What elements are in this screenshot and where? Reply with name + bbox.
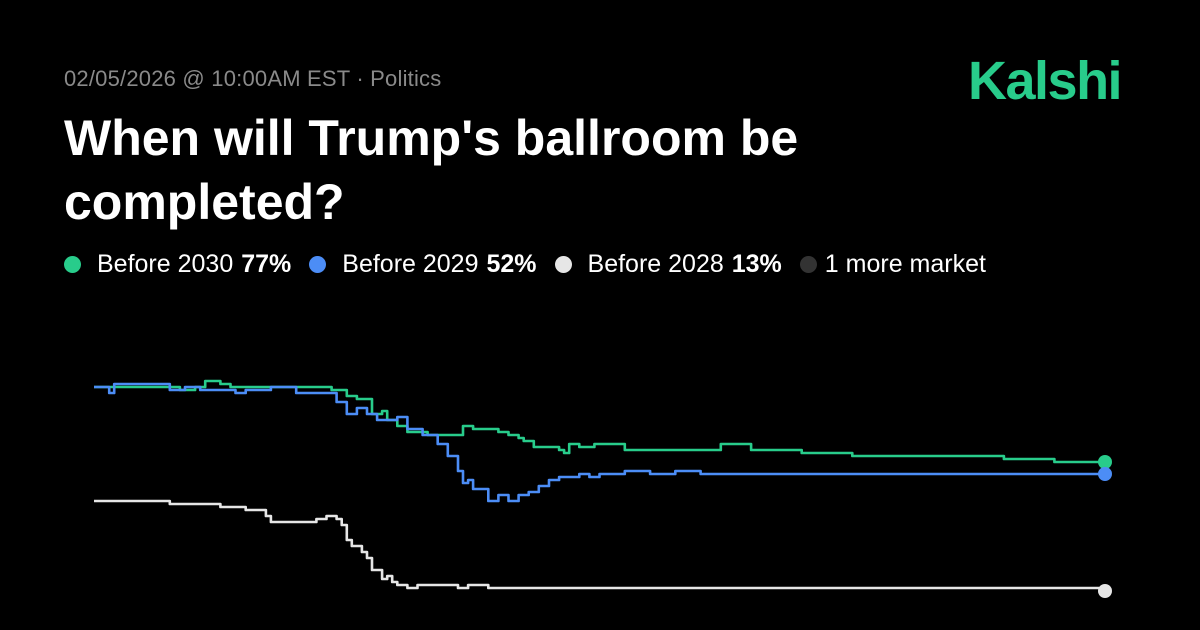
legend-item-before-2028[interactable]: Before 2028 13%: [554, 250, 782, 279]
legend-item-more-markets[interactable]: 1 more market: [799, 250, 986, 279]
legend-dot-before-2029: [309, 256, 327, 273]
legend-dot-before-2028: [554, 256, 572, 273]
legend-value: 52%: [486, 250, 537, 278]
series-line-before-2029: [94, 382, 1105, 503]
legend-dot-more: [799, 256, 817, 273]
legend-item-before-2029[interactable]: Before 2029 52%: [309, 250, 537, 279]
chart-legend: Before 2030 77% Before 2029 52% Before 2…: [64, 250, 1004, 279]
legend-dot-before-2030: [64, 256, 81, 273]
legend-label: Before 2030: [97, 250, 234, 278]
series-line-before-2028: [94, 499, 1107, 591]
legend-label: Before 2029: [342, 250, 479, 278]
series-end-dot-before-2028[interactable]: [1098, 584, 1112, 598]
kalshi-logo[interactable]: Kalshi: [968, 51, 1123, 111]
legend-value: 13%: [731, 250, 782, 278]
market-date-category: 02/05/2026 @ 10:00AM EST · Politics: [64, 66, 442, 91]
legend-label: Before 2028: [587, 250, 724, 278]
series-line-before-2030: [94, 379, 1105, 464]
page-title: When will Trump's ballroom be completed?: [64, 110, 799, 230]
series-end-dot-before-2030[interactable]: [1098, 455, 1112, 469]
series-end-dot-before-2029[interactable]: [1098, 467, 1112, 481]
legend-value: 77%: [241, 250, 292, 278]
legend-item-before-2030[interactable]: Before 2030 77%: [64, 250, 291, 279]
legend-label: 1 more market: [824, 250, 986, 278]
